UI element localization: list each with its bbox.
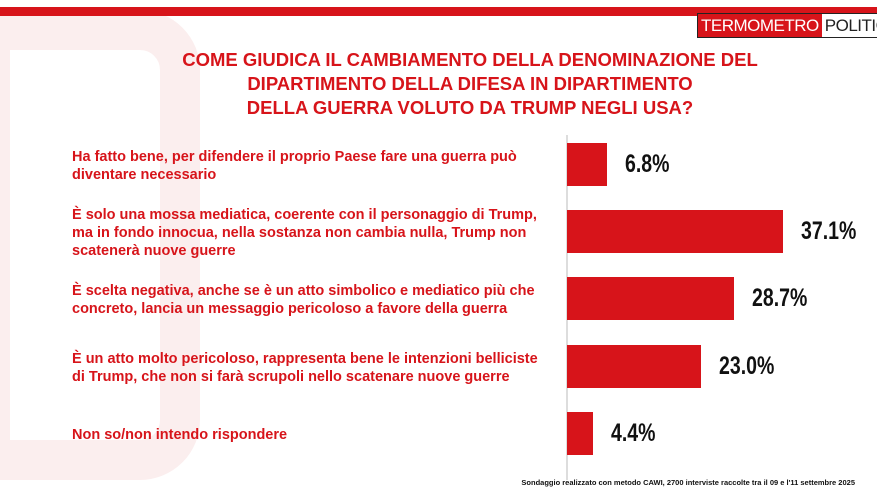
category-label: È solo una mossa mediatica, coerente con… [72,207,537,259]
category-label: È un atto molto pericoloso, rappresenta … [72,351,538,385]
value-label: 37.1% [800,217,857,245]
value-label: 4.4% [610,419,656,447]
logo-left: TERMOMETRO [698,14,822,37]
value-label: 23.0% [718,352,775,380]
chart-title: COME GIUDICA IL CAMBIAMENTO DELLA DENOMI… [60,48,877,120]
watermark [0,10,200,480]
bar [567,209,783,253]
title-line: DELLA GUERRA VOLUTO DA TRUMP NEGLI USA? [246,97,694,118]
footnote: Sondaggio realizzato con metodo CAWI, 27… [521,478,855,487]
bar [567,142,607,186]
top-band [0,7,877,16]
title-line: COME GIUDICA IL CAMBIAMENTO DELLA DENOMI… [182,49,758,70]
bar [567,411,593,455]
category-label: È scelta negativa, anche se è un atto si… [72,283,535,317]
category-label: Non so/non intendo rispondere [72,427,288,443]
category-label: Ha fatto bene, per difendere il proprio … [72,149,517,183]
bar [567,276,735,320]
value-label: 28.7% [752,284,808,312]
title-line: DIPARTIMENTO DELLA DIFESA IN DIPARTIMENT… [247,73,693,94]
value-label: 6.8% [624,150,670,178]
bar [567,344,701,388]
